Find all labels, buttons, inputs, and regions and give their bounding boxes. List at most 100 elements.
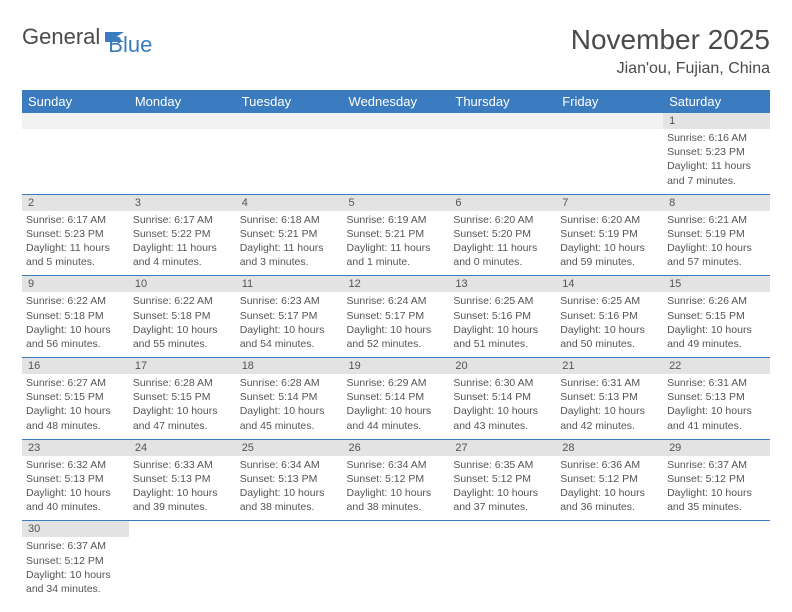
calendar-table: SundayMondayTuesdayWednesdayThursdayFrid… [22, 90, 770, 602]
daynum-row: 9101112131415 [22, 276, 770, 293]
day-number-cell: 25 [236, 439, 343, 456]
sunrise-text: Sunrise: 6:18 AM [240, 213, 339, 227]
daylight-text: Daylight: 10 hours and 38 minutes. [347, 486, 446, 514]
day-number-cell: 15 [663, 276, 770, 293]
daylight-text: Daylight: 10 hours and 35 minutes. [667, 486, 766, 514]
day-detail-cell: Sunrise: 6:24 AMSunset: 5:17 PMDaylight:… [343, 292, 450, 357]
weekday-header: Tuesday [236, 90, 343, 113]
sunset-text: Sunset: 5:20 PM [453, 227, 552, 241]
logo-text-1: General [22, 24, 100, 50]
sunset-text: Sunset: 5:12 PM [667, 472, 766, 486]
daylight-text: Daylight: 10 hours and 55 minutes. [133, 323, 232, 351]
day-detail-cell: Sunrise: 6:22 AMSunset: 5:18 PMDaylight:… [129, 292, 236, 357]
daylight-text: Daylight: 10 hours and 57 minutes. [667, 241, 766, 269]
sunset-text: Sunset: 5:15 PM [133, 390, 232, 404]
day-detail-cell: Sunrise: 6:17 AMSunset: 5:22 PMDaylight:… [129, 211, 236, 276]
daylight-text: Daylight: 11 hours and 1 minute. [347, 241, 446, 269]
day-detail-cell: Sunrise: 6:35 AMSunset: 5:12 PMDaylight:… [449, 456, 556, 521]
sunrise-text: Sunrise: 6:22 AM [133, 294, 232, 308]
daylight-text: Daylight: 10 hours and 56 minutes. [26, 323, 125, 351]
daylight-text: Daylight: 10 hours and 52 minutes. [347, 323, 446, 351]
day-number-cell [236, 113, 343, 129]
month-title: November 2025 [571, 24, 770, 56]
sunrise-text: Sunrise: 6:37 AM [26, 539, 125, 553]
day-number-cell: 27 [449, 439, 556, 456]
logo: General Blue [22, 24, 174, 50]
sunset-text: Sunset: 5:14 PM [240, 390, 339, 404]
day-number-cell [556, 521, 663, 538]
daylight-text: Daylight: 10 hours and 43 minutes. [453, 404, 552, 432]
daylight-text: Daylight: 11 hours and 0 minutes. [453, 241, 552, 269]
day-number-cell: 7 [556, 194, 663, 211]
day-detail-cell: Sunrise: 6:26 AMSunset: 5:15 PMDaylight:… [663, 292, 770, 357]
daynum-row: 23242526272829 [22, 439, 770, 456]
sunrise-text: Sunrise: 6:22 AM [26, 294, 125, 308]
day-detail-cell: Sunrise: 6:30 AMSunset: 5:14 PMDaylight:… [449, 374, 556, 439]
sunset-text: Sunset: 5:18 PM [26, 309, 125, 323]
sunrise-text: Sunrise: 6:34 AM [347, 458, 446, 472]
header: General Blue November 2025 Jian'ou, Fuji… [22, 24, 770, 78]
sunrise-text: Sunrise: 6:32 AM [26, 458, 125, 472]
sunrise-text: Sunrise: 6:25 AM [560, 294, 659, 308]
weekday-header: Wednesday [343, 90, 450, 113]
daylight-text: Daylight: 10 hours and 37 minutes. [453, 486, 552, 514]
daynum-row: 30 [22, 521, 770, 538]
day-detail-cell [556, 537, 663, 602]
location: Jian'ou, Fujian, China [571, 60, 770, 78]
detail-row: Sunrise: 6:32 AMSunset: 5:13 PMDaylight:… [22, 456, 770, 521]
sunset-text: Sunset: 5:17 PM [347, 309, 446, 323]
day-detail-cell: Sunrise: 6:37 AMSunset: 5:12 PMDaylight:… [22, 537, 129, 602]
day-detail-cell: Sunrise: 6:28 AMSunset: 5:14 PMDaylight:… [236, 374, 343, 439]
daylight-text: Daylight: 10 hours and 40 minutes. [26, 486, 125, 514]
sunrise-text: Sunrise: 6:19 AM [347, 213, 446, 227]
day-detail-cell: Sunrise: 6:20 AMSunset: 5:19 PMDaylight:… [556, 211, 663, 276]
sunset-text: Sunset: 5:22 PM [133, 227, 232, 241]
day-detail-cell [343, 129, 450, 194]
day-number-cell: 1 [663, 113, 770, 129]
sunset-text: Sunset: 5:21 PM [240, 227, 339, 241]
day-detail-cell [556, 129, 663, 194]
daylight-text: Daylight: 11 hours and 4 minutes. [133, 241, 232, 269]
daylight-text: Daylight: 10 hours and 49 minutes. [667, 323, 766, 351]
detail-row: Sunrise: 6:17 AMSunset: 5:23 PMDaylight:… [22, 211, 770, 276]
daylight-text: Daylight: 10 hours and 38 minutes. [240, 486, 339, 514]
day-number-cell: 8 [663, 194, 770, 211]
day-number-cell: 14 [556, 276, 663, 293]
day-detail-cell: Sunrise: 6:21 AMSunset: 5:19 PMDaylight:… [663, 211, 770, 276]
daylight-text: Daylight: 10 hours and 48 minutes. [26, 404, 125, 432]
sunrise-text: Sunrise: 6:17 AM [26, 213, 125, 227]
day-number-cell [449, 521, 556, 538]
daylight-text: Daylight: 10 hours and 41 minutes. [667, 404, 766, 432]
day-detail-cell: Sunrise: 6:27 AMSunset: 5:15 PMDaylight:… [22, 374, 129, 439]
day-number-cell: 22 [663, 358, 770, 375]
day-detail-cell [129, 129, 236, 194]
day-detail-cell: Sunrise: 6:32 AMSunset: 5:13 PMDaylight:… [22, 456, 129, 521]
daylight-text: Daylight: 10 hours and 42 minutes. [560, 404, 659, 432]
daylight-text: Daylight: 10 hours and 50 minutes. [560, 323, 659, 351]
detail-row: Sunrise: 6:22 AMSunset: 5:18 PMDaylight:… [22, 292, 770, 357]
detail-row: Sunrise: 6:16 AMSunset: 5:23 PMDaylight:… [22, 129, 770, 194]
sunrise-text: Sunrise: 6:24 AM [347, 294, 446, 308]
day-number-cell [343, 113, 450, 129]
day-number-cell: 20 [449, 358, 556, 375]
day-detail-cell: Sunrise: 6:17 AMSunset: 5:23 PMDaylight:… [22, 211, 129, 276]
day-detail-cell: Sunrise: 6:16 AMSunset: 5:23 PMDaylight:… [663, 129, 770, 194]
day-number-cell [22, 113, 129, 129]
sunset-text: Sunset: 5:12 PM [26, 554, 125, 568]
sunrise-text: Sunrise: 6:28 AM [240, 376, 339, 390]
daylight-text: Daylight: 10 hours and 39 minutes. [133, 486, 232, 514]
day-number-cell: 9 [22, 276, 129, 293]
day-detail-cell: Sunrise: 6:25 AMSunset: 5:16 PMDaylight:… [449, 292, 556, 357]
sunset-text: Sunset: 5:13 PM [133, 472, 232, 486]
day-detail-cell: Sunrise: 6:36 AMSunset: 5:12 PMDaylight:… [556, 456, 663, 521]
sunset-text: Sunset: 5:12 PM [560, 472, 659, 486]
sunset-text: Sunset: 5:16 PM [453, 309, 552, 323]
day-number-cell: 17 [129, 358, 236, 375]
sunrise-text: Sunrise: 6:34 AM [240, 458, 339, 472]
logo-text-2: Blue [108, 32, 152, 57]
day-number-cell [129, 521, 236, 538]
day-number-cell [556, 113, 663, 129]
sunrise-text: Sunrise: 6:37 AM [667, 458, 766, 472]
day-number-cell: 13 [449, 276, 556, 293]
sunset-text: Sunset: 5:13 PM [26, 472, 125, 486]
